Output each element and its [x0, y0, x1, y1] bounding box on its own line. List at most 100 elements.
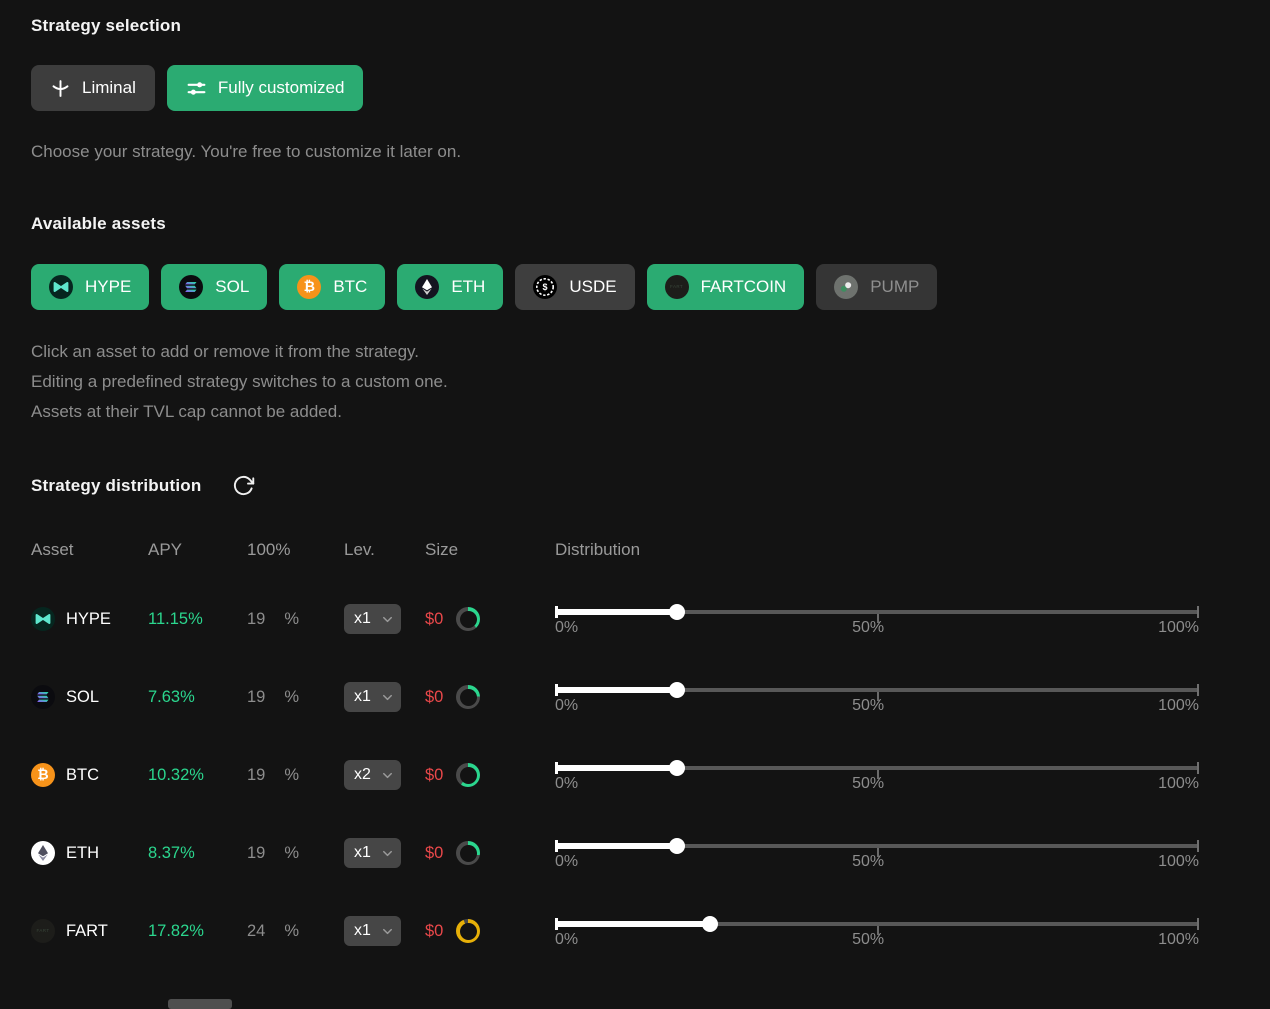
- distribution-slider[interactable]: 0% 50% 100%: [555, 752, 1199, 798]
- svg-text:$: $: [543, 282, 548, 292]
- distribution-slider[interactable]: 0% 50% 100%: [555, 830, 1199, 876]
- leverage-select[interactable]: x1: [344, 604, 401, 634]
- slider-thumb[interactable]: [669, 838, 686, 854]
- fully-customized-strategy-button[interactable]: Fully customized: [166, 65, 364, 111]
- asset-button-label: SOL: [215, 277, 250, 296]
- strategy-distribution-title: Strategy distribution: [31, 475, 202, 495]
- leverage-select[interactable]: x1: [344, 838, 401, 868]
- slider-track[interactable]: [555, 762, 1199, 779]
- asset-button-hype[interactable]: HYPE: [31, 264, 150, 310]
- asset-button-usde[interactable]: $ USDE: [515, 264, 635, 310]
- slider-label-50: 50%: [852, 931, 885, 948]
- slider-label-50: 50%: [852, 697, 885, 714]
- asset-button-eth[interactable]: ETH: [397, 264, 504, 310]
- slider-label-50: 50%: [852, 853, 885, 870]
- allocation-unit: %: [284, 765, 300, 784]
- strategy-row-fart: FART FART 17.82% 24 % x1 $0: [31, 892, 1239, 970]
- strategy-row-sol: SOL 7.63% 19 % x1 $0: [31, 658, 1239, 736]
- allocation-input[interactable]: 19: [247, 765, 266, 784]
- slider-labels: 0% 50% 100%: [555, 619, 1199, 637]
- column-header-distribution: Distribution: [555, 540, 641, 559]
- leverage-select[interactable]: x1: [344, 916, 401, 946]
- slider-track[interactable]: [555, 840, 1199, 857]
- chevron-down-icon: [380, 768, 395, 783]
- slider-label-50: 50%: [852, 775, 885, 792]
- slider-label-100: 100%: [1158, 931, 1199, 948]
- allocation-cell: 19 %: [247, 688, 344, 707]
- column-header-100: 100%: [247, 540, 291, 559]
- allocation-input[interactable]: 19: [247, 609, 266, 628]
- column-header-lev: Lev.: [344, 540, 375, 559]
- leverage-select[interactable]: x1: [344, 682, 401, 712]
- column-header-apy: APY: [148, 540, 183, 559]
- strategy-selection-title: Strategy selection: [31, 16, 182, 35]
- distribution-cell: 0% 50% 100%: [555, 752, 1239, 798]
- asset-cell: ETH: [31, 841, 148, 865]
- slider-track[interactable]: [555, 918, 1199, 935]
- strategy-row-eth: ETH 8.37% 19 % x1 $0: [31, 814, 1239, 892]
- partially-visible-element: [168, 999, 232, 1009]
- hype-icon: [49, 275, 73, 299]
- slider-label-50: 50%: [852, 619, 885, 636]
- allocation-unit: %: [284, 687, 300, 706]
- allocation-input[interactable]: 24: [247, 921, 266, 940]
- size-cell: $0: [425, 607, 555, 631]
- table-header: Asset APY 100% Lev. Size Distribution: [31, 540, 1239, 560]
- fully-customized-button-label: Fully customized: [217, 78, 345, 97]
- cap-donut: [456, 685, 481, 709]
- liminal-strategy-button[interactable]: Liminal: [31, 65, 155, 111]
- leverage-select[interactable]: x2: [344, 760, 401, 790]
- refresh-button[interactable]: [232, 474, 255, 497]
- apy-value: 11.15%: [148, 609, 203, 628]
- size-value: $0: [425, 765, 444, 784]
- slider-labels: 0% 50% 100%: [555, 853, 1199, 871]
- distribution-slider[interactable]: 0% 50% 100%: [555, 674, 1199, 720]
- allocation-cell: 19 %: [247, 766, 344, 785]
- slider-track[interactable]: [555, 684, 1199, 701]
- asset-button-btc[interactable]: ₿ BTC: [279, 264, 386, 310]
- allocation-cell: 24 %: [247, 922, 344, 941]
- asset-name: BTC: [66, 765, 99, 784]
- table-body: HYPE 11.15% 19 % x1 $0: [31, 580, 1239, 970]
- asset-hint-line: Editing a predefined strategy switches t…: [31, 372, 448, 391]
- leverage-value: x2: [354, 766, 371, 783]
- hype-icon: [31, 607, 55, 631]
- strategy-buttons: Liminal Fully customized: [31, 65, 1239, 111]
- slider-label-0: 0%: [555, 931, 579, 948]
- apy-value: 7.63%: [148, 687, 195, 706]
- cap-donut: [456, 607, 481, 631]
- chevron-down-icon: [380, 690, 395, 705]
- allocation-input[interactable]: 19: [247, 843, 266, 862]
- slider-thumb[interactable]: [669, 760, 686, 776]
- btc-icon: ₿: [31, 763, 55, 787]
- liminal-button-label: Liminal: [82, 78, 136, 97]
- strategy-hint: Choose your strategy. You're free to cus…: [31, 142, 462, 161]
- leverage-value: x1: [354, 688, 371, 705]
- slider-label-100: 100%: [1158, 775, 1199, 792]
- asset-button-fartcoin[interactable]: FART FARTCOIN: [646, 264, 805, 310]
- asset-button-pump[interactable]: PUMP: [816, 264, 938, 310]
- eth-icon: [415, 275, 440, 299]
- slider-label-0: 0%: [555, 619, 579, 636]
- fart-icon: FART: [31, 919, 55, 943]
- asset-button-sol[interactable]: SOL: [161, 264, 268, 310]
- sol-icon: [31, 685, 55, 709]
- allocation-cell: 19 %: [247, 844, 344, 863]
- leverage-cell: x1: [344, 916, 425, 946]
- distribution-slider[interactable]: 0% 50% 100%: [555, 596, 1199, 642]
- asset-button-label: ETH: [451, 277, 486, 296]
- size-cell: $0: [425, 685, 555, 709]
- allocation-input[interactable]: 19: [247, 687, 266, 706]
- chevron-down-icon: [380, 846, 395, 861]
- sol-icon: [179, 275, 204, 299]
- slider-thumb[interactable]: [669, 682, 686, 698]
- leverage-value: x1: [354, 922, 371, 939]
- cap-donut: [456, 841, 481, 865]
- leverage-value: x1: [354, 610, 371, 627]
- size-value: $0: [425, 921, 444, 940]
- slider-track[interactable]: [555, 606, 1199, 623]
- distribution-slider[interactable]: 0% 50% 100%: [555, 908, 1199, 954]
- asset-button-label: PUMP: [870, 277, 920, 296]
- slider-thumb[interactable]: [669, 604, 686, 620]
- slider-thumb[interactable]: [701, 916, 718, 932]
